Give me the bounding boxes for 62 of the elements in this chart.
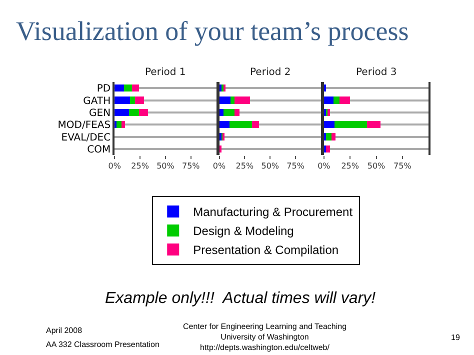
bar [124, 84, 132, 92]
bar [326, 145, 330, 153]
y-tick-label: MOD/FEAS [58, 120, 111, 132]
bar [324, 133, 326, 140]
legend-label: Manufacturing & Procurement [193, 205, 354, 220]
bar [130, 96, 135, 104]
y-tick-label: PD [96, 84, 111, 95]
bar [234, 108, 240, 116]
y-tick-label: EVAL/DEC [61, 132, 111, 144]
x-tick-label: 0% [212, 162, 226, 171]
bar [223, 108, 235, 116]
bar [219, 96, 230, 104]
text: AA 332 Classroom Presentation [46, 340, 160, 349]
bar [132, 84, 140, 92]
x-tick-label: 0% [108, 162, 122, 171]
text: Visualization of your team’s process [16, 16, 409, 46]
bar [333, 96, 340, 104]
bar [328, 108, 330, 116]
chart-title: Period 1 [145, 67, 186, 78]
x-tick-label: 75% [286, 162, 305, 171]
y-tick-label: COM [87, 144, 111, 156]
bar [114, 96, 130, 104]
text: 19 [451, 333, 460, 342]
text: April 2008 [46, 326, 83, 335]
bar [116, 120, 122, 128]
chart-title: Period 2 [250, 67, 291, 78]
bar [219, 108, 224, 116]
bar [324, 145, 326, 153]
bar [324, 96, 334, 104]
bar [340, 96, 350, 104]
x-tick-label: 75% [182, 162, 200, 171]
x-tick-label: 75% [394, 162, 412, 171]
bar [331, 133, 336, 140]
bar [114, 108, 129, 116]
x-tick-label: 25% [236, 162, 254, 171]
bar [139, 108, 148, 116]
legend-label: Presentation & Compilation [193, 243, 339, 258]
bar [324, 120, 334, 128]
text: Center for Engineering Learning and Teaching University of Washington http://depts.washington.edu/celtweb/ [183, 322, 347, 352]
x-tick-label: 50% [261, 162, 280, 171]
bar [230, 96, 235, 104]
bar [252, 120, 259, 128]
bar [134, 96, 144, 104]
x-tick-label: 25% [131, 162, 150, 171]
x-tick-label: 0% [318, 162, 331, 171]
bar [114, 84, 124, 92]
bar [219, 120, 230, 128]
bar [122, 120, 125, 128]
bar [234, 96, 250, 104]
legend-label: Design & Modeling [193, 224, 294, 238]
x-tick-label: 25% [341, 162, 360, 171]
bar [366, 120, 380, 128]
chart-title: Period 3 [356, 67, 397, 78]
x-tick-label: 50% [367, 162, 386, 171]
text: Example only!!! Actual times will vary! [105, 290, 376, 307]
bar [128, 108, 140, 116]
bar [229, 120, 252, 128]
y-tick-label: GEN [89, 108, 111, 119]
bar [326, 133, 332, 140]
x-tick-label: 50% [156, 162, 175, 171]
bar [334, 120, 367, 128]
y-tick-label: GATH [83, 96, 111, 107]
